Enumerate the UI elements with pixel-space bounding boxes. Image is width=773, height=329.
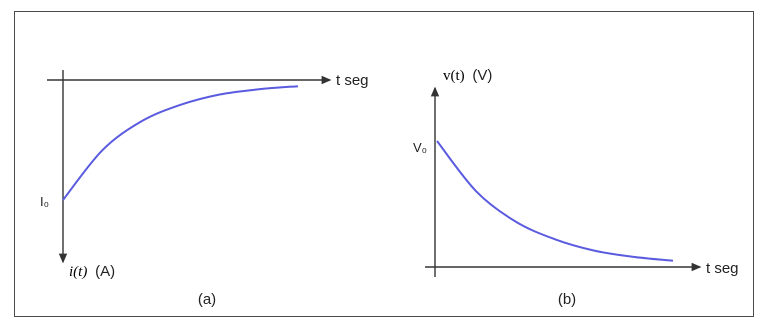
panel-a-i0-label: I₀ (40, 194, 49, 209)
panel-b-v0-label: V₀ (413, 140, 427, 155)
figure-frame (14, 11, 754, 317)
panel-a-y-axis-label: i(t) (A) (69, 263, 115, 280)
panel-a-current-curve (62, 85, 299, 201)
panel-a-y-axis-var: i(t) (69, 264, 87, 280)
panel-b-voltage-curve (436, 140, 674, 262)
panel-b-caption: (b) (558, 291, 576, 308)
panel-b-y-axis-label: v(t) (V) (443, 67, 492, 84)
panel-b: t seg V₀ v(t) (V) (b) (413, 67, 739, 308)
panel-b-x-axis-label: t seg (706, 260, 739, 277)
panel-a-x-axis-label: t seg (336, 72, 369, 89)
panel-b-y-axis-unit: (V) (472, 67, 492, 84)
panel-b-y-axis-var: v(t) (443, 68, 465, 84)
panel-a-caption: (a) (198, 291, 216, 308)
panel-a: t seg I₀ i(t) (A) (a) (40, 70, 369, 308)
panel-a-y-axis-unit: (A) (95, 263, 115, 280)
